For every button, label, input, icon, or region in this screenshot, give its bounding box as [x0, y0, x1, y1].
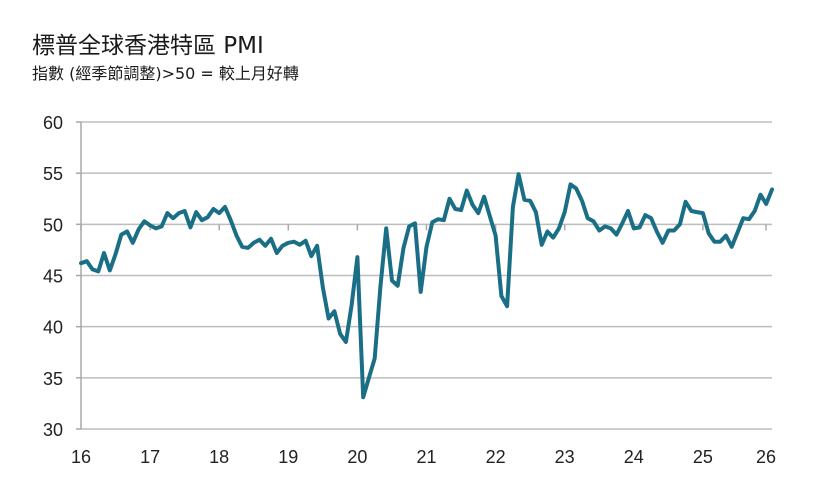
- x-tick-label: 22: [486, 447, 506, 467]
- x-tick-label: 18: [209, 447, 229, 467]
- x-tick-label: 23: [555, 447, 575, 467]
- y-tick-label: 45: [43, 267, 63, 287]
- x-tick-label: 19: [278, 447, 298, 467]
- y-tick-label: 50: [43, 215, 63, 235]
- y-tick-label: 60: [43, 113, 63, 133]
- x-tick-label: 21: [416, 447, 436, 467]
- y-tick-label: 35: [43, 369, 63, 389]
- y-tick-label: 55: [43, 164, 63, 184]
- chart-title: 標普全球香港特區 PMI: [32, 33, 264, 59]
- x-tick-label: 17: [140, 447, 160, 467]
- x-tick-label: 20: [347, 447, 367, 467]
- pmi-series-line: [79, 172, 774, 400]
- y-tick-label: 40: [43, 318, 63, 338]
- chart-subtitle: 指數 (經季節調整)>50 = 較上月好轉: [32, 64, 299, 83]
- x-tick-label: 25: [693, 447, 713, 467]
- x-tick-label: 26: [756, 447, 776, 467]
- x-tick-label: 24: [624, 447, 644, 467]
- x-tick-label: 16: [71, 447, 91, 467]
- y-tick-label: 30: [43, 420, 63, 440]
